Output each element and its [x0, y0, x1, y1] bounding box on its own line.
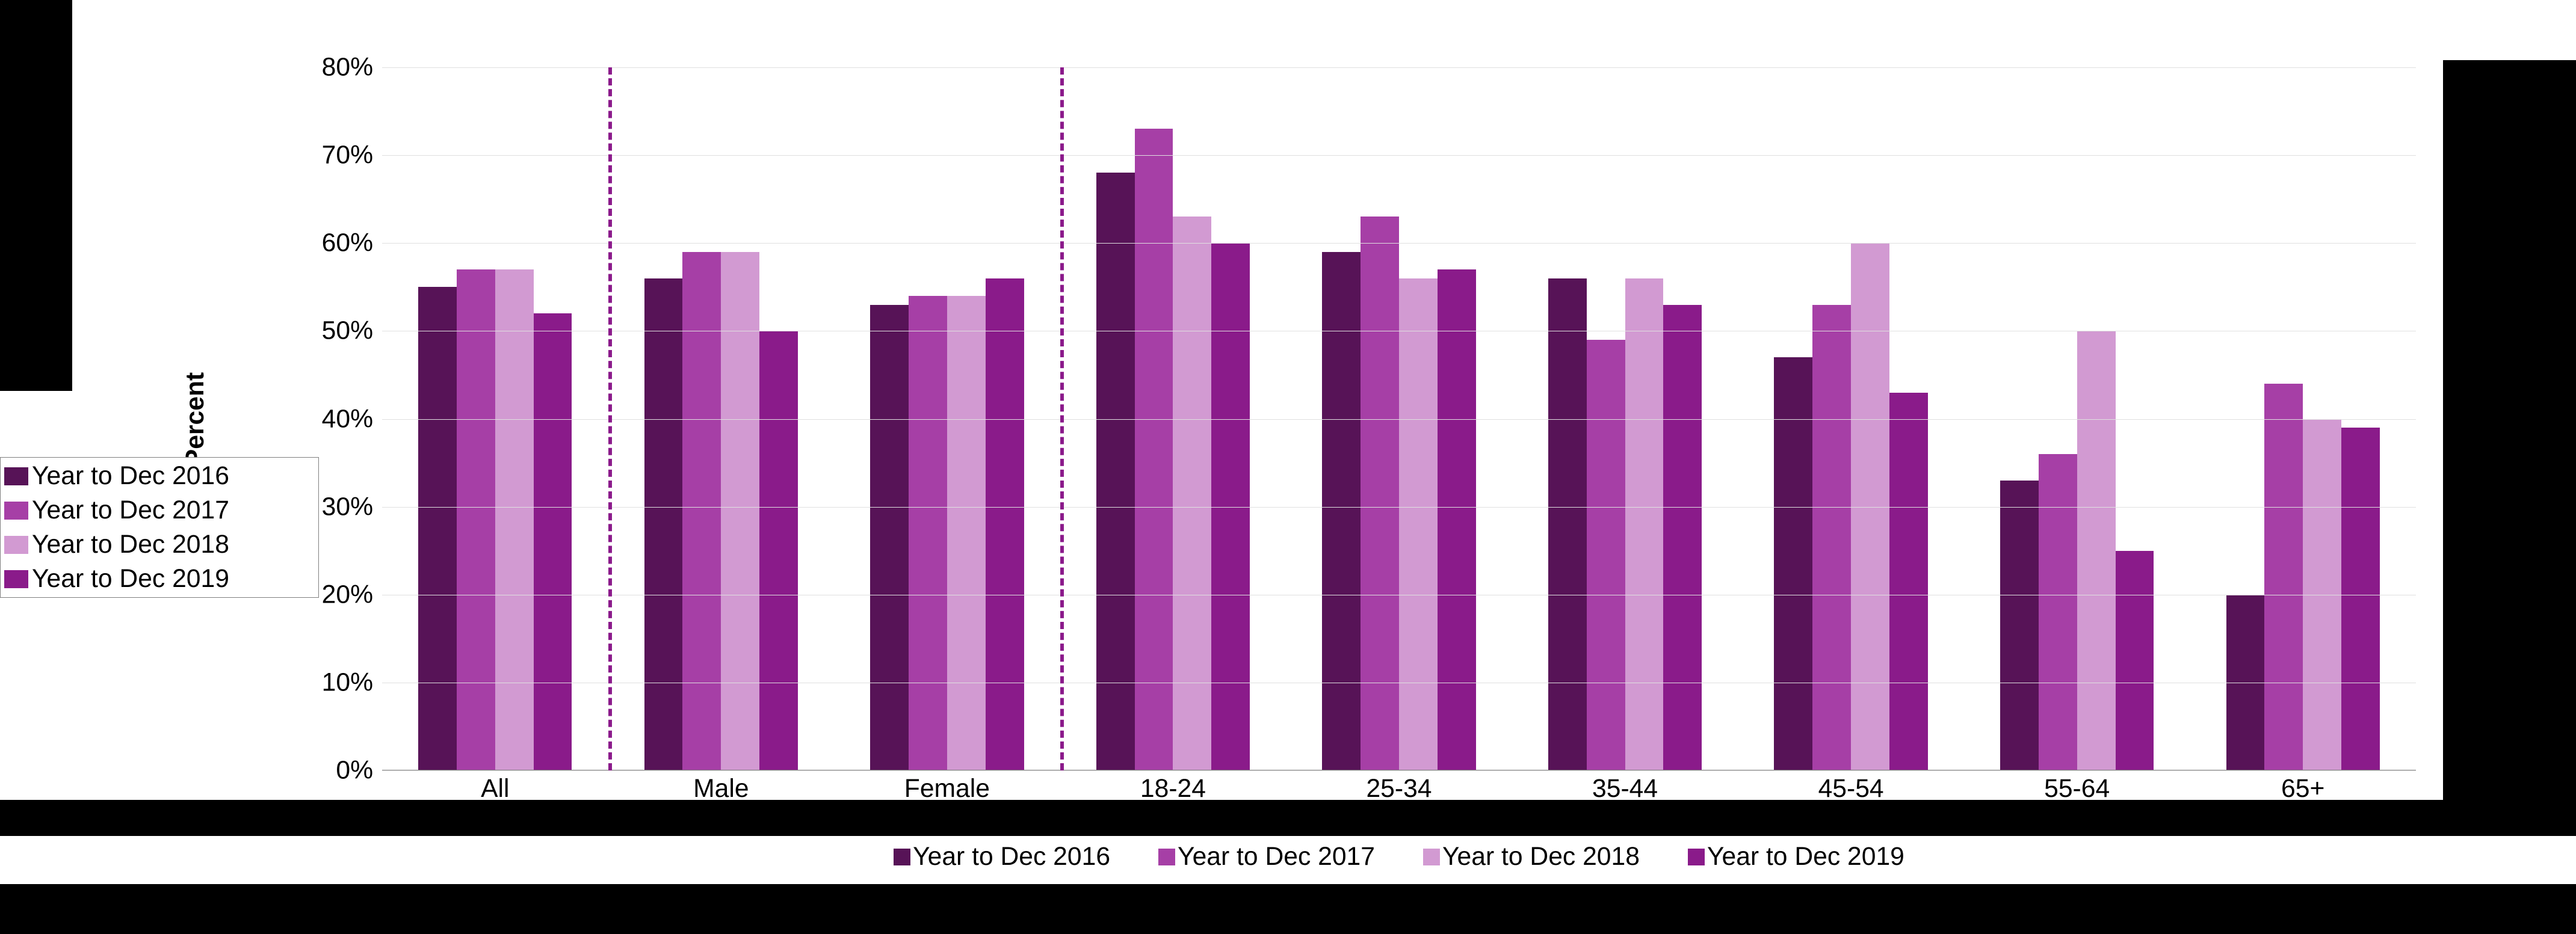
- bar: [1587, 340, 1625, 770]
- bar: [2264, 384, 2303, 770]
- legend-item: Year to Dec 2016: [4, 459, 315, 493]
- bar: [418, 287, 457, 770]
- bar: [644, 278, 683, 770]
- legend-swatch: [4, 536, 28, 554]
- legend-item: Year to Dec 2018: [1423, 842, 1640, 871]
- y-tick-label: 50%: [322, 316, 373, 346]
- legend-item: Year to Dec 2017: [1158, 842, 1375, 871]
- legend-item: Year to Dec 2019: [4, 562, 315, 596]
- legend-bottom: Year to Dec 2016 Year to Dec 2017 Year to …: [382, 842, 2416, 871]
- y-tick-label: 40%: [322, 404, 373, 434]
- y-tick-label: 70%: [322, 141, 373, 170]
- legend-label: Year to Dec 2016: [913, 842, 1110, 871]
- legend-item: Year to Dec 2018: [4, 527, 315, 562]
- y-tick-label: 10%: [322, 668, 373, 697]
- bar: [1663, 305, 1702, 770]
- y-gridline: [382, 507, 2416, 508]
- bar: [2341, 428, 2380, 770]
- decorative-border: [0, 0, 72, 391]
- legend-left: Year to Dec 2016 Year to Dec 2017 Year to …: [0, 457, 319, 598]
- x-tick-label: 45-54: [1818, 774, 1884, 803]
- category-separator: [1060, 67, 1064, 770]
- bar: [495, 269, 534, 770]
- bar: [721, 252, 759, 770]
- y-gridline: [382, 770, 2416, 771]
- legend-label: Year to Dec 2017: [1178, 842, 1375, 871]
- legend-label: Year to Dec 2017: [32, 496, 229, 525]
- y-gridline: [382, 243, 2416, 244]
- bar: [1438, 269, 1476, 770]
- bar: [759, 331, 798, 770]
- legend-swatch: [4, 570, 28, 588]
- bar: [909, 296, 947, 770]
- legend-item: Year to Dec 2016: [894, 842, 1110, 871]
- bar: [1361, 217, 1399, 770]
- bar: [2116, 551, 2154, 770]
- y-gridline: [382, 155, 2416, 156]
- bar: [1135, 129, 1173, 770]
- bar: [870, 305, 909, 770]
- y-tick-label: 20%: [322, 580, 373, 609]
- legend-label: Year to Dec 2018: [32, 530, 229, 559]
- bar: [2077, 331, 2116, 770]
- y-axis-label: Percent: [181, 372, 210, 465]
- bar: [2000, 481, 2039, 770]
- y-gridline: [382, 419, 2416, 420]
- y-gridline: [382, 67, 2416, 68]
- bar: [1889, 393, 1928, 770]
- legend-swatch: [894, 849, 910, 865]
- x-tick-label: Female: [904, 774, 990, 803]
- legend-swatch: [1423, 849, 1440, 865]
- legend-swatch: [1158, 849, 1175, 865]
- bar: [682, 252, 721, 770]
- y-tick-label: 0%: [336, 756, 373, 785]
- decorative-border: [0, 884, 2576, 934]
- legend-label: Year to Dec 2016: [32, 461, 229, 491]
- x-tick-label: Male: [693, 774, 749, 803]
- bar: [2039, 454, 2077, 770]
- bar: [534, 313, 572, 770]
- decorative-border: [0, 800, 2576, 836]
- plot-area: AllMaleFemale18-2425-3435-4445-5455-6465…: [382, 67, 2416, 770]
- x-tick-label: 65+: [2281, 774, 2324, 803]
- bar: [1173, 217, 1211, 770]
- category-separator: [608, 67, 612, 770]
- legend-swatch: [4, 467, 28, 485]
- x-tick-label: All: [481, 774, 509, 803]
- bar: [1812, 305, 1851, 770]
- bar: [1625, 278, 1664, 770]
- bar: [1399, 278, 1438, 770]
- bar: [457, 269, 495, 770]
- bar: [1096, 173, 1135, 770]
- bar: [986, 278, 1024, 770]
- legend-label: Year to Dec 2019: [1707, 842, 1904, 871]
- chart-container: Percent AllMaleFemale18-2425-3435-4445-5…: [0, 0, 2576, 934]
- bar: [947, 296, 986, 770]
- x-tick-label: 18-24: [1140, 774, 1206, 803]
- x-tick-label: 35-44: [1592, 774, 1658, 803]
- y-tick-label: 60%: [322, 229, 373, 258]
- bar: [1548, 278, 1587, 770]
- y-tick-label: 30%: [322, 492, 373, 521]
- x-tick-label: 55-64: [2044, 774, 2110, 803]
- legend-item: Year to Dec 2019: [1688, 842, 1904, 871]
- legend-swatch: [1688, 849, 1705, 865]
- legend-swatch: [4, 502, 28, 520]
- y-tick-label: 80%: [322, 53, 373, 82]
- bar: [1322, 252, 1361, 770]
- legend-label: Year to Dec 2018: [1442, 842, 1640, 871]
- decorative-border: [2443, 60, 2576, 806]
- legend-item: Year to Dec 2017: [4, 493, 315, 527]
- legend-label: Year to Dec 2019: [32, 564, 229, 594]
- x-tick-label: 25-34: [1366, 774, 1432, 803]
